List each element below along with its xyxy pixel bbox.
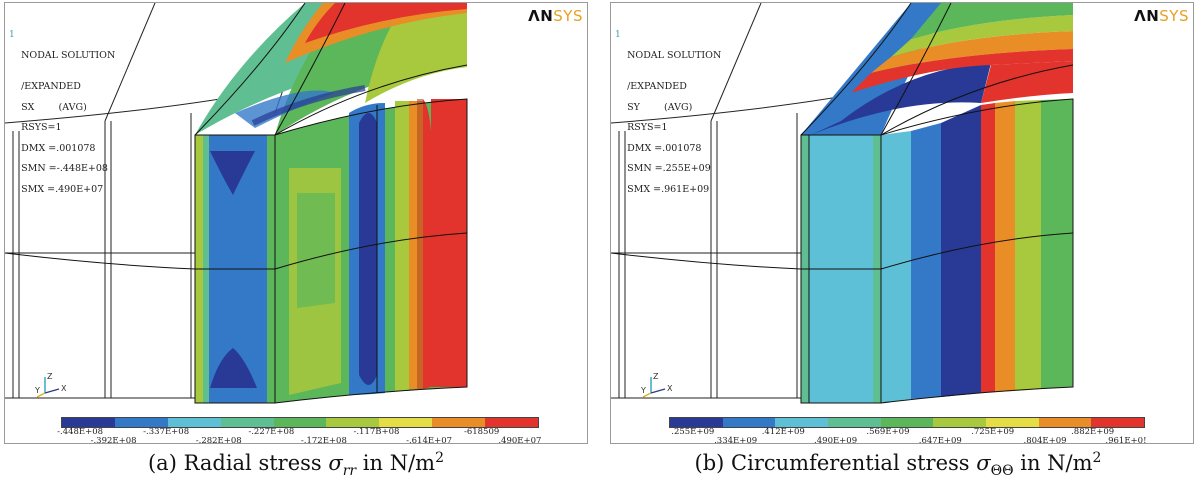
legend-tick: .569E+09 [866, 427, 910, 437]
legend-tick: -.614E+07 [406, 436, 453, 444]
axis-z-label: Z [47, 372, 53, 381]
legend-tick: .490E+07 [498, 436, 542, 444]
legend-swatch [670, 418, 723, 427]
info-line-smn: SMN =-.448E+08 [21, 163, 108, 175]
axis-x-label: X [61, 384, 67, 393]
legend-swatch [167, 418, 221, 427]
info-line-smx: SMX =.961E+09 [627, 184, 710, 196]
legend-tick: -.392E+08 [90, 436, 137, 444]
info-line-expanded: /EXPANDED [21, 81, 81, 93]
info-title: NODAL SOLUTION [21, 50, 116, 62]
legend-tick: .490E+09 [814, 436, 858, 444]
legend-tick: .647E+09 [918, 436, 962, 444]
legend-swatch [432, 418, 486, 427]
panel-radial-stress: 1 NODAL SOLUTION /EXPANDED SX (AVG) RSYS… [4, 2, 588, 444]
legend-tick: .961E+0! [1105, 436, 1147, 444]
info-line-dmx: DMX =.001078 [21, 142, 96, 154]
info-line-smn: SMN =.255E+09 [627, 163, 711, 175]
info-line-expanded: /EXPANDED [627, 81, 687, 93]
legend-swatch [880, 418, 934, 427]
info-line-rsys: RSYS=1 [627, 122, 668, 134]
legend-swatch [62, 418, 115, 427]
info-line-rsys: RSYS=1 [21, 122, 62, 134]
solution-info-block: 1 NODAL SOLUTION /EXPANDED SY (AVG) RSYS… [615, 9, 721, 206]
info-title: NODAL SOLUTION [627, 50, 722, 62]
step-number: 1 [9, 29, 15, 40]
info-line-dmx: DMX =.001078 [627, 142, 702, 154]
legend-swatch [933, 418, 987, 427]
legend-swatch [722, 418, 776, 427]
legend-tick: .882E+09 [1071, 427, 1115, 437]
legend-swatch [326, 418, 380, 427]
legend-swatch [828, 418, 881, 427]
info-line-component: SY (AVG) [627, 101, 693, 113]
ansys-logo: ΛNSYS [1134, 7, 1189, 25]
legend-color-bar [61, 417, 539, 428]
axis-y-label: Y [641, 386, 646, 395]
info-line-component: SX (AVG) [21, 101, 87, 113]
caption-circumferential-stress: (b) Circumferential stress σΘΘ in N/m2 [694, 450, 1102, 480]
legend-tick: -618509 [463, 427, 500, 437]
fe-model-view-circumferential [611, 3, 1074, 404]
step-number: 1 [615, 29, 621, 40]
fe-model-view-radial [5, 3, 468, 404]
legend-tick: -.172E+08 [300, 436, 347, 444]
legend-swatch [379, 418, 433, 427]
legend-tick: .725E+09 [971, 427, 1015, 437]
legend-swatch [775, 418, 829, 427]
legend-tick: -.448E+08 [57, 427, 104, 437]
axis-x-label: X [667, 384, 673, 393]
legend-swatch [1091, 418, 1145, 427]
legend-swatch [485, 418, 539, 427]
solution-info-block: 1 NODAL SOLUTION /EXPANDED SX (AVG) RSYS… [9, 9, 115, 206]
legend-tick: -.227E+08 [248, 427, 295, 437]
legend-swatch [114, 418, 168, 427]
legend-color-bar [669, 417, 1145, 428]
legend-swatch [220, 418, 274, 427]
legend-swatch [273, 418, 327, 427]
legend-tick: .334E+09 [714, 436, 758, 444]
axis-triad-icon: Y Z X [641, 372, 673, 398]
axis-triad-icon: Y Z X [35, 372, 67, 398]
contour-legend: -.448E+08 -.392E+08 -.337E+08 -.282E+08 … [57, 417, 541, 443]
axis-y-label: Y [35, 386, 40, 395]
legend-tick: .412E+09 [761, 427, 805, 437]
panel-circumferential-stress: 1 NODAL SOLUTION /EXPANDED SY (AVG) RSYS… [610, 2, 1194, 444]
legend-tick: -.117B+08 [353, 427, 400, 437]
contour-legend: .255E+09 .334E+09 .412E+09 .490E+09 .569… [669, 417, 1146, 443]
legend-swatch [986, 418, 1039, 427]
info-line-smx: SMX =.490E+07 [21, 184, 104, 196]
caption-radial-stress: (a) Radial stress σrr in N/m2 [147, 450, 444, 480]
ansys-logo: ΛNSYS [528, 7, 583, 25]
legend-tick: -.282E+08 [195, 436, 242, 444]
legend-swatch [1038, 418, 1092, 427]
legend-tick: .804E+09 [1023, 436, 1067, 444]
axis-z-label: Z [653, 372, 659, 381]
legend-tick: -.337E+08 [143, 427, 190, 437]
legend-tick: .255E+09 [671, 427, 715, 437]
